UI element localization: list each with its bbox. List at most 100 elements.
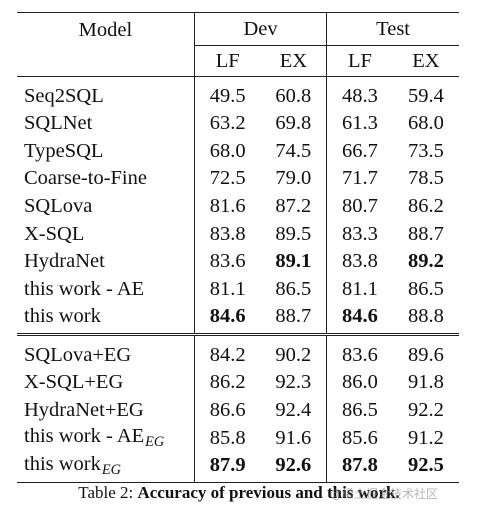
model-name: TypeSQL xyxy=(24,139,104,162)
cell-test-lf: 81.1 xyxy=(326,275,393,303)
cell-dev-ex: 89.1 xyxy=(275,250,312,273)
model-name-cell: HydraNet xyxy=(17,248,194,276)
cell-test-lf: 86.0 xyxy=(326,368,393,397)
cell-dev-ex: 92.3 xyxy=(275,371,312,394)
cell-test-lf: 80.7 xyxy=(326,192,393,220)
header-dev: Dev xyxy=(193,12,327,46)
cell-test-lf: 61.3 xyxy=(326,109,393,138)
model-name: X-SQL xyxy=(24,222,85,245)
cell-dev-ex: 87.2 xyxy=(275,194,312,217)
results-table: Model Dev Test LF EX LF EX Seq2SQL 49.5 60… xyxy=(17,12,459,484)
header-test: Test xyxy=(326,12,459,46)
table-row: X-SQL 83.8 89.5 83.3 88.7 xyxy=(17,219,459,248)
cell-test-ex: 59.4 xyxy=(407,84,444,107)
cell-test-ex: 68.0 xyxy=(407,112,444,135)
header-test-lf: LF xyxy=(326,45,393,77)
cell-dev-lf: 83.6 xyxy=(193,247,261,276)
table-body: Seq2SQL 49.5 60.8 48.3 59.4 SQLNet 63.2 69.8 61.… xyxy=(17,76,459,484)
cell-dev-ex: 88.7 xyxy=(275,305,312,328)
header-test-ex: EX xyxy=(392,45,459,77)
table-caption: Table 2: Accuracy of previous and this w… xyxy=(0,483,478,503)
cell-test-lf: 83.6 xyxy=(326,333,393,369)
cell-test-ex: 92.2 xyxy=(407,399,444,422)
cell-test-ex: 88.8 xyxy=(407,305,444,328)
model-name-cell: this work - AEEG xyxy=(17,424,194,452)
cell-dev-ex: 79.0 xyxy=(275,167,312,190)
model-name: Seq2SQL xyxy=(24,84,104,107)
cell-dev-lf: 84.6 xyxy=(193,302,261,335)
model-name-cell: Seq2SQL xyxy=(17,77,194,110)
model-name: this work - AE xyxy=(24,277,145,300)
table-row: this work - AEEG 85.8 91.6 85.6 91.2 xyxy=(17,424,459,452)
header-dev-ex: EX xyxy=(260,45,327,77)
model-name: HydraNet+EG xyxy=(24,399,144,422)
cell-test-ex: 73.5 xyxy=(407,139,444,162)
model-name: SQLova+EG xyxy=(24,343,132,366)
model-name-cell: Coarse-to-Fine xyxy=(17,165,194,193)
table-row: SQLova+EG 84.2 90.2 83.6 89.6 xyxy=(17,333,459,369)
cell-dev-lf: 49.5 xyxy=(193,76,261,110)
table-row: this work - AE 81.1 86.5 81.1 86.5 xyxy=(17,275,459,303)
model-name-cell: SQLova xyxy=(17,192,194,220)
model-name-cell: HydraNet+EG xyxy=(17,397,194,425)
table-row: Coarse-to-Fine 72.5 79.0 71.7 78.5 xyxy=(17,164,459,193)
cell-test-lf: 48.3 xyxy=(326,76,393,110)
cell-test-ex: 91.2 xyxy=(407,426,444,449)
model-name: Coarse-to-Fine xyxy=(24,167,147,190)
cell-dev-lf: 72.5 xyxy=(193,164,261,193)
cell-test-lf: 85.6 xyxy=(326,424,393,452)
model-name-cell: TypeSQL xyxy=(17,137,194,165)
table-row: X-SQL+EG 86.2 92.3 86.0 91.8 xyxy=(17,368,459,397)
header-model: Model xyxy=(17,12,195,77)
cell-test-lf: 71.7 xyxy=(326,164,393,193)
cell-test-lf: 87.8 xyxy=(326,451,393,484)
cell-dev-ex: 60.8 xyxy=(275,84,312,107)
cell-test-ex: 92.5 xyxy=(392,451,459,484)
cell-test-lf: 66.7 xyxy=(326,137,393,165)
cell-dev-ex: 92.4 xyxy=(275,399,312,422)
watermark: @稀土掘金技术社区 xyxy=(329,487,438,501)
model-subscript: EG xyxy=(101,461,121,478)
model-name-cell: X-SQL xyxy=(17,220,194,248)
cell-dev-lf: 81.1 xyxy=(193,275,261,303)
cell-test-ex: 89.6 xyxy=(392,333,459,369)
table-row: Seq2SQL 49.5 60.8 48.3 59.4 xyxy=(17,76,459,110)
cell-test-lf: 83.8 xyxy=(326,247,393,276)
cell-test-lf: 86.5 xyxy=(326,396,393,425)
cell-dev-lf: 87.9 xyxy=(193,451,261,484)
cell-test-ex: 78.5 xyxy=(407,167,444,190)
cell-dev-ex: 86.5 xyxy=(275,277,312,300)
caption-text: Accuracy of previous and this work. xyxy=(137,483,400,502)
cell-test-ex: 91.8 xyxy=(407,371,444,394)
cell-test-ex: 86.2 xyxy=(407,194,444,217)
header-dev-lf: LF xyxy=(193,45,261,77)
model-name: this work xyxy=(24,453,101,476)
model-name: SQLova xyxy=(24,194,93,217)
model-name: this work xyxy=(24,305,101,328)
cell-dev-ex: 91.6 xyxy=(275,426,312,449)
cell-dev-ex: 69.8 xyxy=(275,112,312,135)
model-name-cell: this workEG xyxy=(17,451,195,484)
table-row: SQLNet 63.2 69.8 61.3 68.0 xyxy=(17,109,459,138)
table-row: SQLova 81.6 87.2 80.7 86.2 xyxy=(17,192,459,220)
table-row: this work 84.6 88.7 84.6 88.8 xyxy=(17,302,459,335)
cell-dev-lf: 86.6 xyxy=(193,396,261,425)
model-name: HydraNet xyxy=(24,250,105,273)
cell-dev-lf: 63.2 xyxy=(193,109,261,138)
table-row: HydraNet 83.6 89.1 83.8 89.2 xyxy=(17,247,459,276)
table-row: TypeSQL 68.0 74.5 66.7 73.5 xyxy=(17,137,459,165)
cell-test-ex: 88.7 xyxy=(407,222,444,245)
model-name: this work - AE xyxy=(24,425,145,448)
cell-test-ex: 86.5 xyxy=(407,277,444,300)
cell-test-lf: 83.3 xyxy=(326,219,393,248)
cell-dev-ex: 89.5 xyxy=(275,222,312,245)
model-name-cell: SQLNet xyxy=(17,110,194,138)
cell-dev-ex: 74.5 xyxy=(275,139,312,162)
model-name: X-SQL+EG xyxy=(24,371,124,394)
model-name-cell: X-SQL+EG xyxy=(17,369,194,397)
model-name-cell: SQLova+EG xyxy=(17,333,195,369)
cell-test-ex: 89.2 xyxy=(407,250,444,273)
cell-dev-ex: 90.2 xyxy=(260,333,327,369)
caption-label: Table 2: xyxy=(78,483,134,502)
cell-dev-lf: 84.2 xyxy=(193,333,261,369)
